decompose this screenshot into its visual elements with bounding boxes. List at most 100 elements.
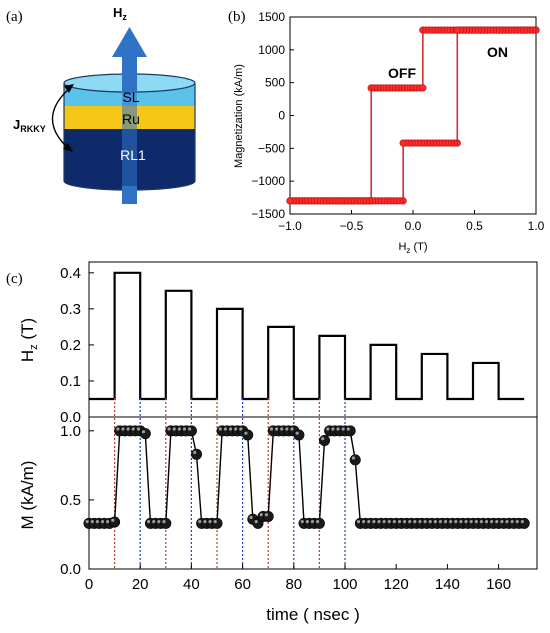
hysteresis-marker: [399, 139, 407, 147]
field-arrow: [112, 27, 147, 204]
magnetization-marker: [293, 429, 305, 441]
magnetization-marker-highlight: [305, 520, 309, 524]
magnetization-marker-highlight: [300, 520, 304, 524]
magnetization-marker-highlight: [234, 427, 238, 431]
plot-c2-ticks: 0 20 40 60 80 100 120 140 160 0.0 0.5 1.0: [60, 423, 511, 593]
magnetization-marker: [211, 517, 223, 529]
magnetization-marker-highlight: [387, 520, 391, 524]
x-tick-label-c2: 80: [285, 576, 302, 593]
x-tick-label-c2: 0: [85, 576, 93, 593]
y-tick-label-b: −1500: [251, 207, 285, 221]
panel-b-label: (b): [228, 9, 246, 25]
panel-b-hysteresis: (b) −1.0 −0.5 0.0 0.5 1.0 −1500 −1000 −500 0 500 1…: [228, 9, 545, 255]
magnetization-marker-highlight: [433, 520, 437, 524]
magnetization-marker-highlight: [449, 520, 453, 524]
x-tick-label-b: −0.5: [340, 219, 364, 233]
x-tick-label-c2: 140: [435, 576, 460, 593]
field-label-sub: z: [122, 12, 127, 22]
magnetization-marker-highlight: [490, 520, 494, 524]
magnetization-marker: [160, 517, 172, 529]
plot-c1-ylabel: Hz (T): [18, 318, 40, 362]
y-tick-label-b: −1000: [251, 174, 285, 188]
x-tick-label-b: 1.0: [528, 219, 545, 233]
magnetization-marker-highlight: [85, 520, 89, 524]
magnetization-marker: [185, 425, 197, 437]
magnetization-marker: [109, 516, 121, 528]
magnetization-marker-highlight: [413, 520, 417, 524]
magnetization-marker-highlight: [423, 520, 427, 524]
y-tick-label-b: 500: [265, 76, 285, 90]
magnetization-marker-highlight: [392, 520, 396, 524]
field-arrow-shaft-lower: [122, 92, 137, 204]
magnetization-marker-highlight: [484, 520, 489, 524]
magnetization-marker-highlight: [372, 520, 376, 524]
magnetization-marker-highlight: [377, 520, 381, 524]
plot-c2-xlabel: time ( nsec ): [266, 605, 360, 624]
field-arrow-shaft-bottom: [122, 186, 137, 204]
magnetization-marker-highlight: [438, 520, 443, 524]
y-tick-label-b: −500: [258, 141, 285, 155]
magnetization-marker-highlight: [167, 427, 171, 431]
magnetization-marker-highlight: [147, 520, 151, 524]
magnetization-marker-highlight: [444, 520, 448, 524]
magnetization-marker-highlight: [193, 450, 197, 455]
x-tick-label-c2: 40: [183, 576, 200, 593]
jrkky-label-sub: RKKY: [20, 124, 46, 134]
y-tick-label-c1: 0.0: [60, 409, 81, 426]
x-tick-label-c2: 120: [384, 576, 409, 593]
magnetization-marker-highlight: [182, 427, 187, 431]
magnetization-marker-highlight: [239, 427, 243, 431]
layer-label-rl1: RL1: [120, 147, 146, 163]
magnetization-marker-highlight: [367, 520, 371, 524]
layer-label-sl: SL: [122, 89, 139, 105]
magnetization-marker: [242, 429, 254, 441]
plot-b-series: [286, 26, 540, 205]
magnetization-marker-highlight: [336, 427, 340, 431]
magnetization-marker-highlight: [259, 513, 263, 517]
plot-b-xlabel: Hz (T): [398, 241, 427, 255]
annotation-on: ON: [487, 44, 508, 60]
magnetization-marker-highlight: [356, 520, 361, 524]
magnetization-marker-highlight: [382, 520, 386, 524]
jrkky-label: JRKKY: [13, 117, 46, 134]
magnetization-marker-highlight: [95, 520, 100, 524]
magnetization-marker-highlight: [428, 520, 432, 524]
magnetization-marker: [191, 448, 203, 460]
panel-c-label: (c): [6, 271, 23, 287]
magnetization-marker-highlight: [280, 427, 284, 431]
magnetization-marker-highlight: [198, 520, 202, 524]
annotation-off: OFF: [388, 65, 416, 81]
magnetization-marker-highlight: [218, 427, 222, 431]
jrkky-arrowhead-top: [64, 84, 74, 93]
magnetization-marker-highlight: [157, 520, 161, 524]
magnetization-marker-highlight: [515, 520, 519, 524]
field-arrow-head: [112, 27, 147, 57]
magnetization-marker-highlight: [341, 427, 345, 431]
magnetization-marker-highlight: [351, 456, 356, 460]
magnetization-marker-highlight: [479, 520, 484, 524]
plot-c1-ticks: 0.0 0.1 0.2 0.3 0.4: [60, 265, 94, 426]
magnetization-marker: [313, 517, 325, 529]
magnetization-marker-highlight: [162, 520, 166, 524]
magnetization-marker-highlight: [100, 520, 105, 524]
layer-label-ru: Ru: [122, 111, 140, 127]
magnetization-marker-highlight: [172, 427, 176, 431]
magnetization-marker-highlight: [106, 520, 110, 524]
x-tick-label-b: −1.0: [278, 219, 302, 233]
magnetization-marker-highlight: [249, 515, 253, 520]
magnetization-line: [89, 430, 525, 525]
magnetization-marker: [518, 517, 530, 529]
magnetization-marker-highlight: [116, 427, 120, 431]
y-tick-label-c2: 0.5: [60, 492, 81, 509]
magnetization-marker-highlight: [254, 520, 258, 524]
y-tick-label-c1: 0.3: [60, 301, 81, 318]
magnetization-marker-highlight: [464, 520, 468, 524]
field-label: Hz: [113, 5, 127, 22]
magnetization-marker-highlight: [269, 427, 274, 431]
plot-c2-series: [83, 425, 530, 529]
magnetization-marker-highlight: [136, 427, 140, 431]
magnetization-marker-highlight: [397, 520, 402, 524]
magnetization-marker-highlight: [208, 520, 212, 524]
magnetization-marker-highlight: [290, 427, 294, 431]
